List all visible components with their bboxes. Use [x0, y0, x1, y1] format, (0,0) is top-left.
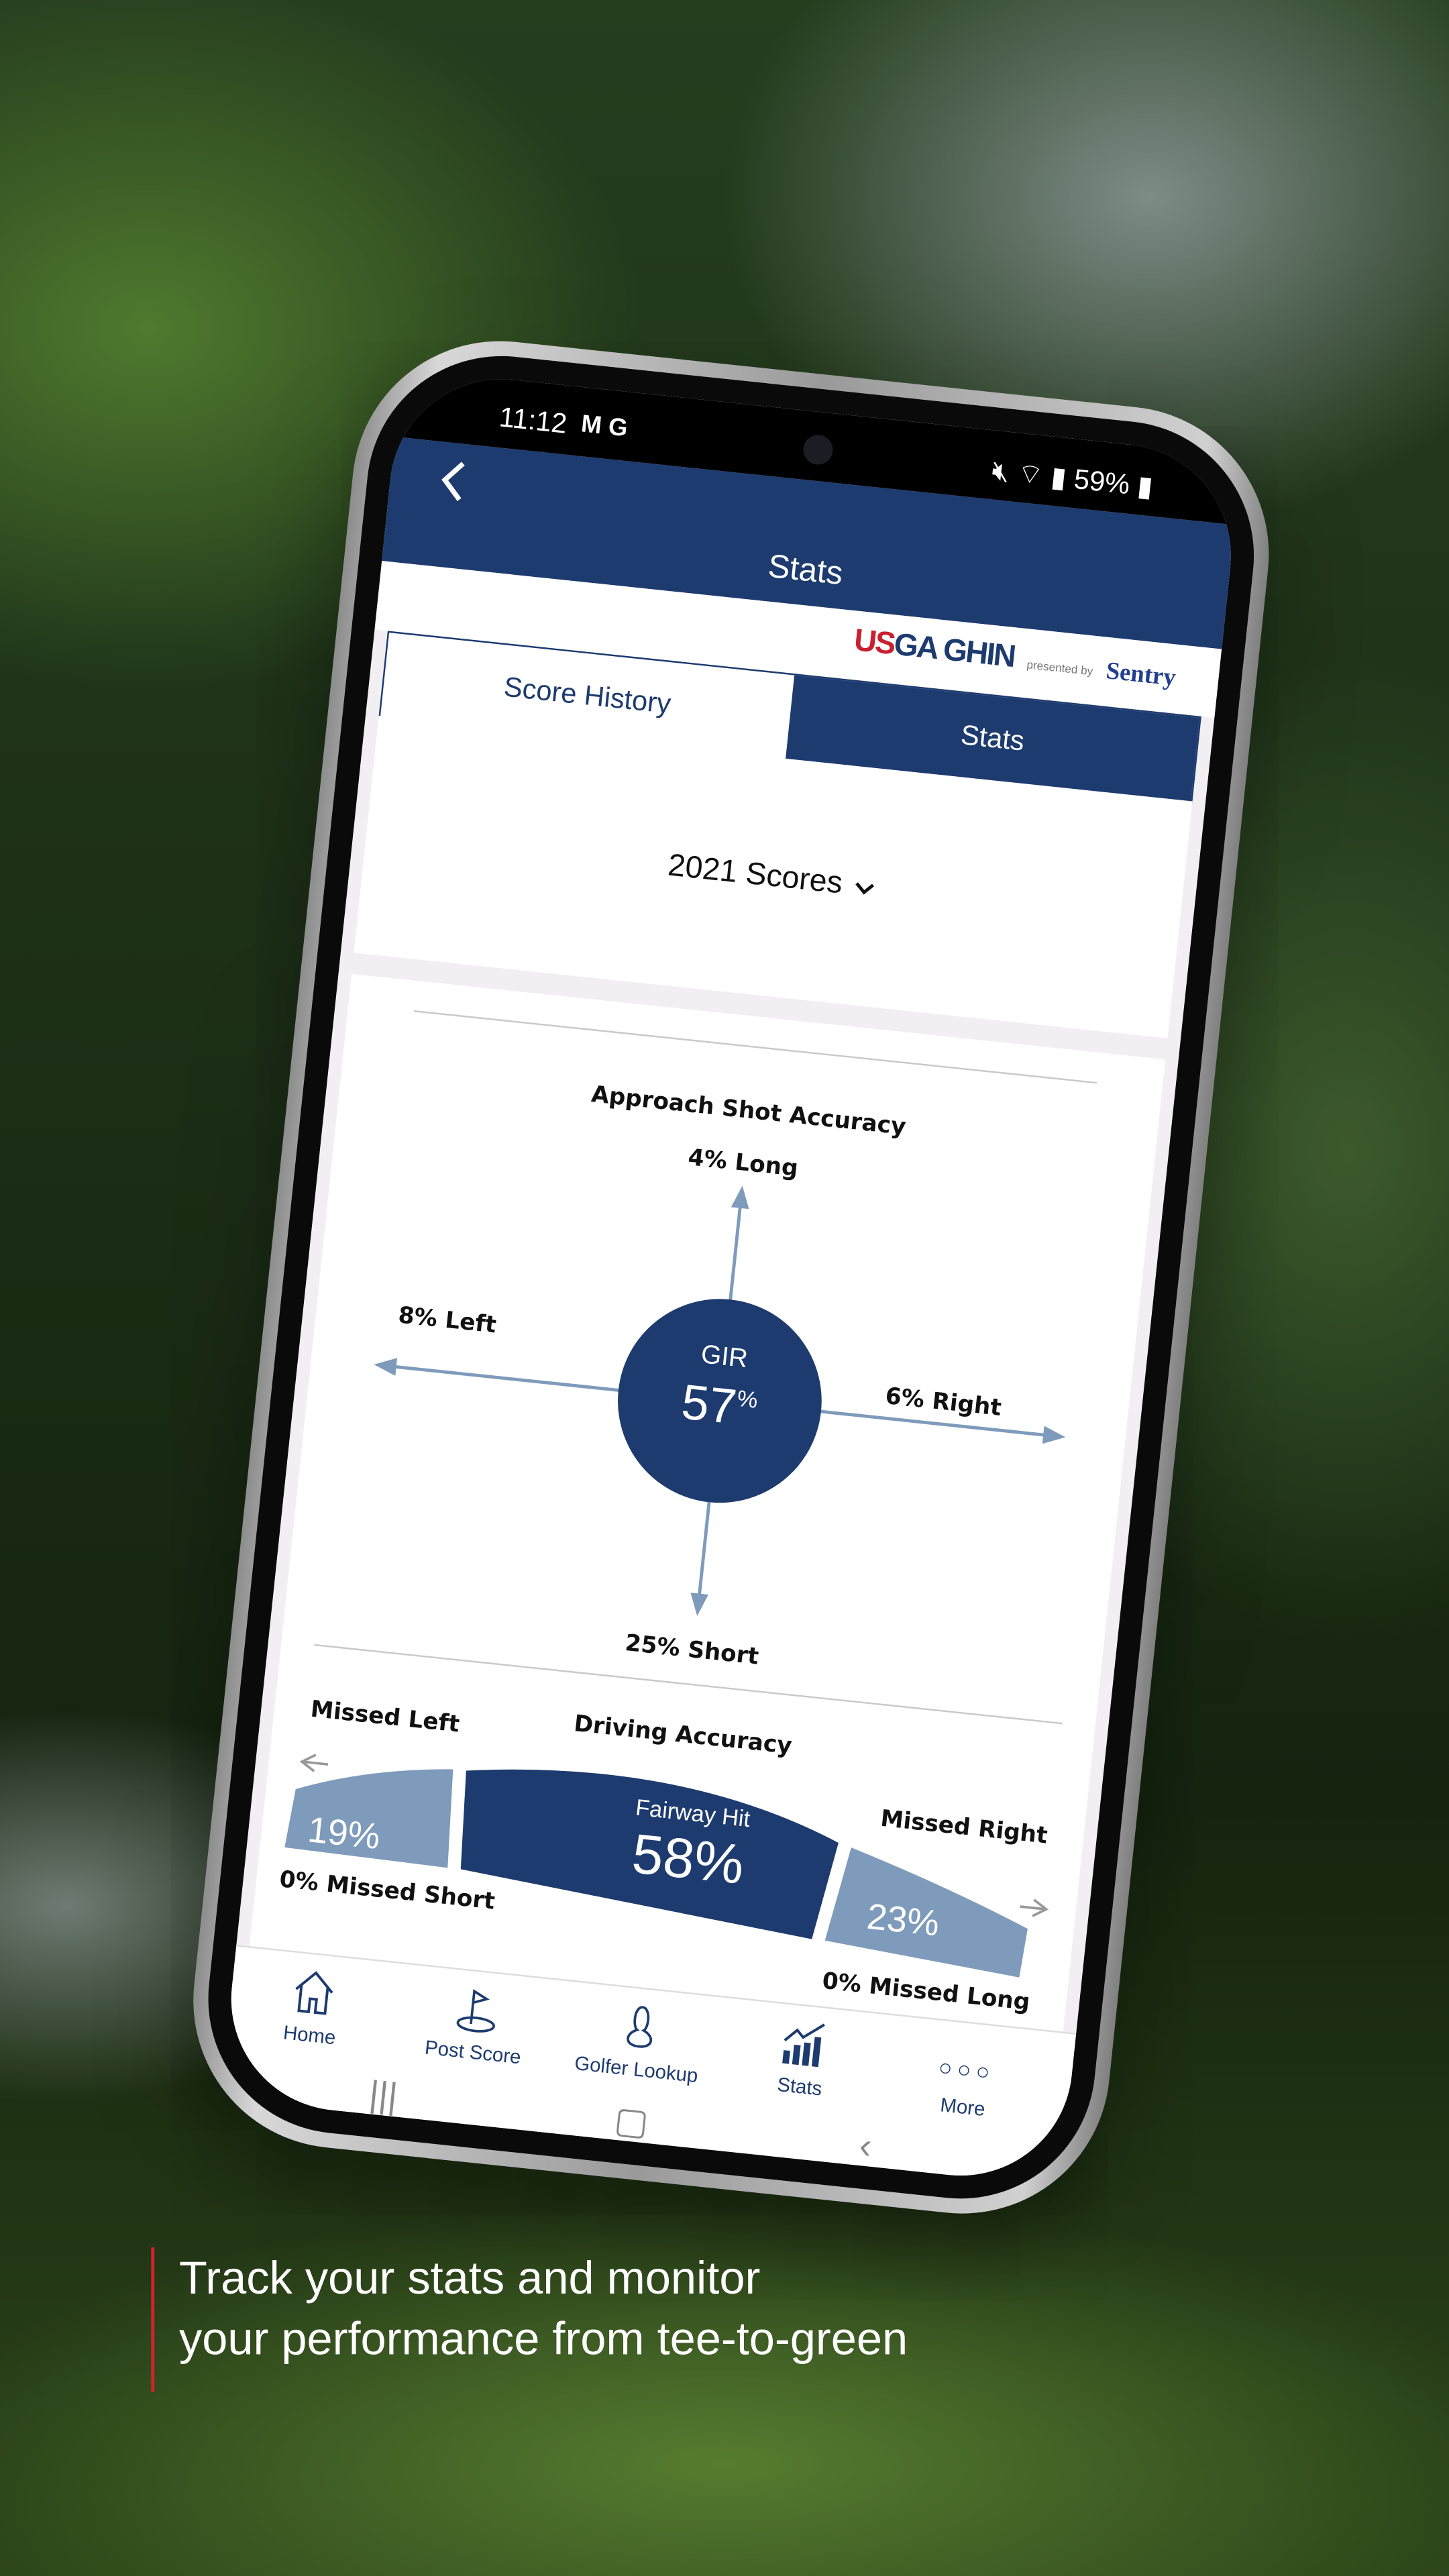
battery-percent: 59%: [1072, 464, 1132, 501]
nav-post-score[interactable]: Post Score: [390, 1977, 561, 2073]
gmail-google-icon: M G: [580, 410, 629, 443]
bottom-nav: Home Post Score Golfer Lookup Stats ○○○ …: [220, 1945, 1077, 2187]
mute-icon: 🔇︎: [990, 455, 1012, 488]
marketing-caption: Track your stats and monitor your perfor…: [151, 2247, 908, 2392]
back-system-button[interactable]: ‹: [857, 2124, 874, 2167]
driving-diagram: [284, 1754, 1049, 1978]
arrow-up-icon: [731, 1185, 749, 1210]
phone-screen: 11:12 M G 🔇︎ ⌔ ▮ 59% ▮ Stats USGA GHIN p…: [220, 368, 1242, 2187]
phone-frame: 11:12 M G 🔇︎ ⌔ ▮ 59% ▮ Stats USGA GHIN p…: [178, 326, 1284, 2229]
back-button[interactable]: [433, 455, 472, 521]
year-dropdown[interactable]: 2021 Scores: [354, 716, 1193, 1038]
signal-icon: ▮: [1049, 461, 1069, 494]
home-icon: [295, 1971, 333, 2015]
more-icon: ○○○: [937, 2053, 996, 2086]
arrow-down-icon: [690, 1593, 709, 1616]
nav-stats[interactable]: Stats: [716, 2011, 888, 2107]
chart-icon: [782, 2023, 825, 2068]
app-header: Stats: [382, 436, 1235, 649]
nav-more[interactable]: ○○○ More: [880, 2048, 1050, 2127]
flag-icon: [456, 1989, 495, 2033]
wifi-icon: ⌔: [1015, 458, 1045, 492]
approach-diagram: [374, 1185, 1066, 1616]
arrow-right-icon: [1020, 1898, 1049, 1917]
stats-card: Approach Shot Accuracy 4% Long 8% Left 6…: [248, 973, 1166, 2040]
nav-golfer-lookup[interactable]: Golfer Lookup: [553, 1994, 725, 2090]
recent-apps-button[interactable]: |||: [367, 2073, 400, 2117]
camera-cutout: [802, 433, 835, 466]
gir-circle: [618, 1299, 822, 1503]
fairway-hit-segment: [460, 1769, 839, 1939]
divider: [413, 1010, 1097, 1084]
nav-home[interactable]: Home: [227, 1960, 398, 2055]
missed-right-value: 23%: [865, 1895, 942, 1944]
battery-icon: ▮: [1136, 470, 1155, 503]
missed-left-value: 19%: [305, 1809, 382, 1858]
chevron-down-icon: [856, 881, 875, 894]
chevron-left-icon: [441, 462, 465, 501]
person-icon: [627, 2006, 652, 2048]
arrow-right-icon: [1042, 1426, 1066, 1444]
home-system-button[interactable]: ▢: [612, 2098, 651, 2143]
status-time: 11:12: [497, 401, 569, 440]
missed-right-segment: [824, 1847, 1028, 1978]
missed-left-segment: [284, 1769, 453, 1868]
year-dropdown-value: 2021 Scores: [666, 848, 845, 901]
sentry-logo: Sentry: [1104, 658, 1177, 692]
arrow-left-icon: [299, 1754, 329, 1772]
arrow-left-icon: [374, 1358, 398, 1376]
